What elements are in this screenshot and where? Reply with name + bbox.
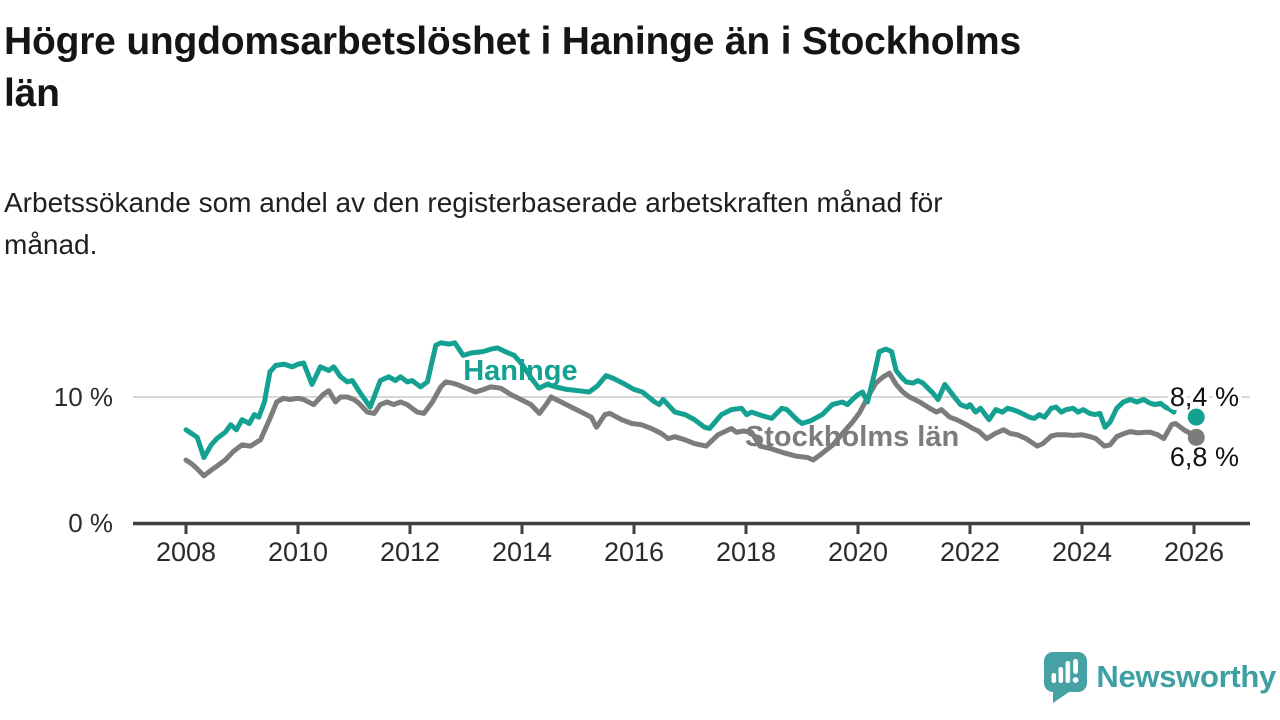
logo-bar-small <box>1051 672 1057 683</box>
end-value-label-1: 6,8 % <box>1170 442 1239 472</box>
brand-footer: Newsworthy <box>1043 651 1276 703</box>
x-tick-label-2012: 2012 <box>380 537 440 567</box>
x-tick-label-2024: 2024 <box>1052 537 1112 567</box>
x-tick-label-2014: 2014 <box>492 537 552 567</box>
logo-exclamation-dot <box>1073 676 1079 683</box>
chart-title-line1: Högre ungdomsarbetslöshet i Haninge än i… <box>4 20 1021 63</box>
x-tick-label-2022: 2022 <box>940 537 1000 567</box>
chart-title: Högre ungdomsarbetslöshet i Haninge än i… <box>4 16 1234 120</box>
chart-subtitle-line2: månad. <box>4 229 98 260</box>
newsworthy-logo-icon <box>1044 651 1088 703</box>
chart-subtitle-line1: Arbetssökande som andel av den registerb… <box>4 187 943 218</box>
series-line-haninge <box>183 340 1199 460</box>
x-tick-label-2010: 2010 <box>268 537 328 567</box>
logo-exclamation-bar <box>1073 658 1079 674</box>
logo-bar-large <box>1065 660 1071 683</box>
end-value-label-0: 8,4 % <box>1170 382 1239 412</box>
series-label-haninge: Haninge <box>463 355 577 387</box>
logo-bar-medium <box>1058 666 1064 683</box>
x-tick-label-2026: 2026 <box>1164 537 1224 567</box>
end-dot-stockholms-län <box>1187 428 1205 446</box>
series-line-stockholms-län <box>183 370 1199 479</box>
chart-subtitle: Arbetssökande som andel av den registerb… <box>4 182 1204 266</box>
y-tick-label-0: 0 % <box>68 508 113 538</box>
end-dot-haninge <box>1187 408 1205 426</box>
x-tick-label-2016: 2016 <box>604 537 664 567</box>
x-tick-label-2018: 2018 <box>716 537 776 567</box>
chart-title-line2: län <box>4 72 60 115</box>
series-label-stockholms-län: Stockholms län <box>745 421 959 453</box>
y-tick-label-10: 10 % <box>54 382 113 412</box>
x-tick-label-2008: 2008 <box>156 537 216 567</box>
brand-name: Newsworthy <box>1096 659 1276 694</box>
x-tick-label-2020: 2020 <box>828 537 888 567</box>
